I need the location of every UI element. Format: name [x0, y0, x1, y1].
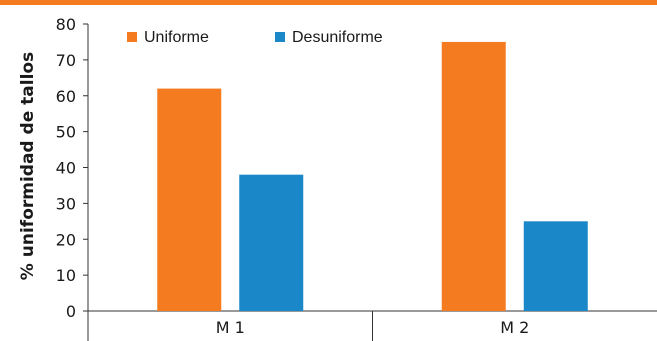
legend: Uniforme Desuniforme: [127, 29, 383, 46]
y-axis: 0 10 20 30 40 50 60 70 80: [56, 15, 89, 341]
x-tick-label: M 2: [500, 318, 529, 337]
y-axis-label: % uniformidad de tallos: [18, 52, 38, 280]
bars: [157, 41, 588, 311]
y-tick-label: 80: [56, 15, 76, 34]
y-tick-label: 50: [56, 123, 76, 142]
header-bar: [0, 0, 657, 5]
y-tick-label: 40: [56, 159, 76, 178]
bar-desuniforme-2: [523, 221, 588, 311]
x-axis: M 1 M 2: [88, 310, 657, 341]
legend-label: Uniforme: [144, 29, 209, 46]
bar-uniforme-2: [441, 41, 506, 311]
legend-swatch: [275, 32, 285, 42]
y-tick-label: 20: [56, 230, 76, 249]
legend-label: Desuniforme: [292, 29, 383, 46]
y-tick-label: 70: [56, 51, 76, 70]
bar-uniforme-1: [157, 88, 222, 311]
legend-swatch: [127, 32, 137, 42]
y-tick-label: 0: [66, 302, 76, 321]
x-tick-label: M 1: [216, 318, 245, 337]
y-tick-label: 30: [56, 194, 76, 213]
y-tick-label: 60: [56, 87, 76, 106]
y-tick-label: 10: [56, 266, 76, 285]
bar-desuniforme-1: [239, 174, 304, 311]
